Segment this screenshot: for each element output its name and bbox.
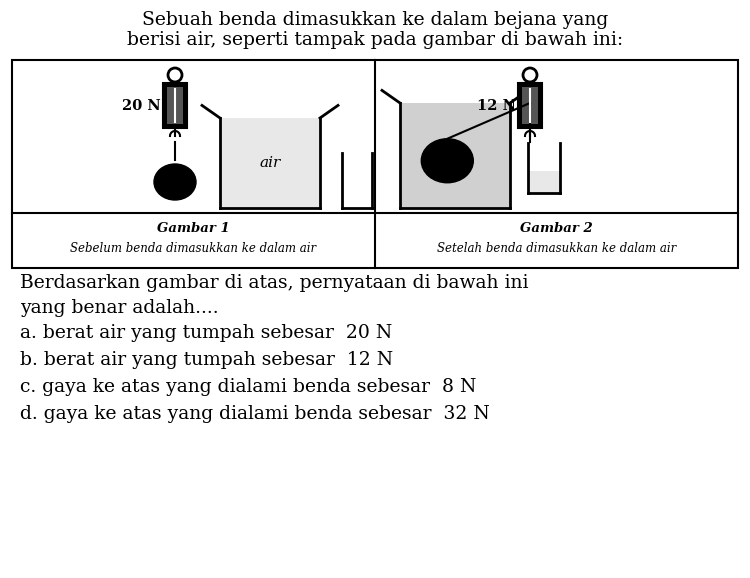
Text: yang benar adalah....: yang benar adalah.... [20,299,219,317]
Text: Gambar 1: Gambar 1 [158,221,230,235]
Text: berisi air, seperti tampak pada gambar di bawah ini:: berisi air, seperti tampak pada gambar d… [127,31,623,49]
Bar [163,83,187,128]
Bar [522,87,538,124]
Text: Sebelum benda dimasukkan ke dalam air: Sebelum benda dimasukkan ke dalam air [70,242,316,254]
Ellipse shape [154,164,196,200]
Text: Gambar 2: Gambar 2 [520,221,592,235]
Bar [167,87,183,124]
Bar [518,83,542,128]
Bar [528,171,560,193]
Bar [220,118,320,208]
Ellipse shape [422,139,473,183]
Text: Berdasarkan gambar di atas, pernyataan di bawah ini: Berdasarkan gambar di atas, pernyataan d… [20,274,529,292]
Text: c. gaya ke atas yang dialami benda sebesar  8 N: c. gaya ke atas yang dialami benda sebes… [20,378,476,396]
Bar [12,60,738,268]
Text: 12 N: 12 N [477,98,516,113]
Text: Sebuah benda dimasukkan ke dalam bejana yang: Sebuah benda dimasukkan ke dalam bejana … [142,11,608,29]
Text: air: air [260,156,280,170]
Bar [400,103,510,208]
Text: a. berat air yang tumpah sebesar  20 N: a. berat air yang tumpah sebesar 20 N [20,324,392,342]
Text: 20 N: 20 N [122,98,161,113]
Text: b. berat air yang tumpah sebesar  12 N: b. berat air yang tumpah sebesar 12 N [20,351,393,369]
Text: Setelah benda dimasukkan ke dalam air: Setelah benda dimasukkan ke dalam air [436,242,676,254]
Text: d. gaya ke atas yang dialami benda sebesar  32 N: d. gaya ke atas yang dialami benda sebes… [20,405,490,423]
